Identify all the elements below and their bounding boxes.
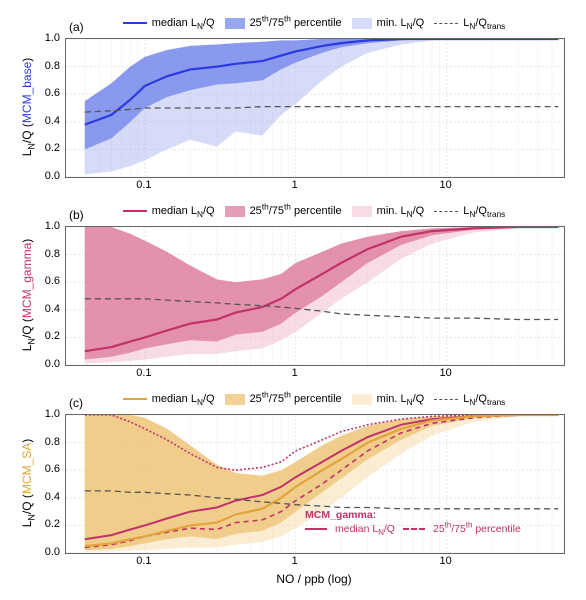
legend-a: median LN/Q 25th/75th percentile min. LN/Q… [65,10,563,36]
legend-median: median LN/Q [123,17,215,29]
ytick-label: 0.2 [45,330,65,342]
ytick-label: 0.6 [45,275,65,287]
ytick-label: 1.0 [45,220,65,232]
ytick-label: 1.0 [45,32,65,44]
ytick-label: 0.2 [45,518,65,530]
legend-b: median LN/Q 25th/75th percentile min. LN/Q… [65,198,563,224]
overlay-legend: MCM_gamma:median LN/Q25th/75th percentil… [305,509,521,536]
ytick-label: 1.0 [45,408,65,420]
xtick-label: 1 [292,176,298,191]
ytick-label: 0.8 [45,248,65,260]
panel-b: (b)LN/Q (MCM_gamma)median LN/Q25th/75th … [65,226,563,364]
legend-median: median LN/Q [123,205,215,217]
figure-root: (a)LN/Q (MCM_base)median LN/Q25th/75th p… [0,0,586,600]
ytick-label: 0.0 [45,546,65,558]
xtick-label: 10 [439,364,451,379]
legend-iqr: 25th/75th percentile [225,17,342,29]
ytick-label: 0.0 [45,170,65,182]
legend-min: min. LN/Q [352,205,425,217]
legend-min: min. LN/Q [352,393,425,405]
xtick-label: 1 [292,552,298,567]
legend-iqr: 25th/75th percentile [225,393,342,405]
ytick-label: 0.2 [45,142,65,154]
ytick-label: 0.8 [45,60,65,72]
xtick-label: 10 [439,176,451,191]
ytick-label: 0.6 [45,87,65,99]
xtick-label: 0.1 [136,364,151,379]
plot-b [65,226,565,366]
legend-iqr: 25th/75th percentile [225,205,342,217]
xlabel: NO / ppb (log) [65,572,563,586]
legend-min: min. LN/Q [352,17,425,29]
ylabel-c: LN/Q (MCM_SA) [20,439,34,528]
xtick-label: 0.1 [136,552,151,567]
xtick-label: 10 [439,552,451,567]
ylabel-a: LN/Q (MCM_base) [20,58,34,157]
legend-trans: LN/Qtrans [434,393,505,405]
ytick-label: 0.4 [45,115,65,127]
legend-trans: LN/Qtrans [434,17,505,29]
ytick-label: 0.4 [45,303,65,315]
panel-c: (c)LN/Q (MCM_SA)median LN/Q25th/75th per… [65,414,563,552]
plot-a [65,38,565,178]
legend-median: median LN/Q [123,393,215,405]
panel-a: (a)LN/Q (MCM_base)median LN/Q25th/75th p… [65,38,563,176]
legend-c: median LN/Q 25th/75th percentile min. LN/Q… [65,386,563,412]
ytick-label: 0.0 [45,358,65,370]
legend-trans: LN/Qtrans [434,205,505,217]
ytick-label: 0.8 [45,436,65,448]
ytick-label: 0.6 [45,463,65,475]
ytick-label: 0.4 [45,491,65,503]
ylabel-b: LN/Q (MCM_gamma) [20,239,34,352]
xtick-label: 1 [292,364,298,379]
xtick-label: 0.1 [136,176,151,191]
